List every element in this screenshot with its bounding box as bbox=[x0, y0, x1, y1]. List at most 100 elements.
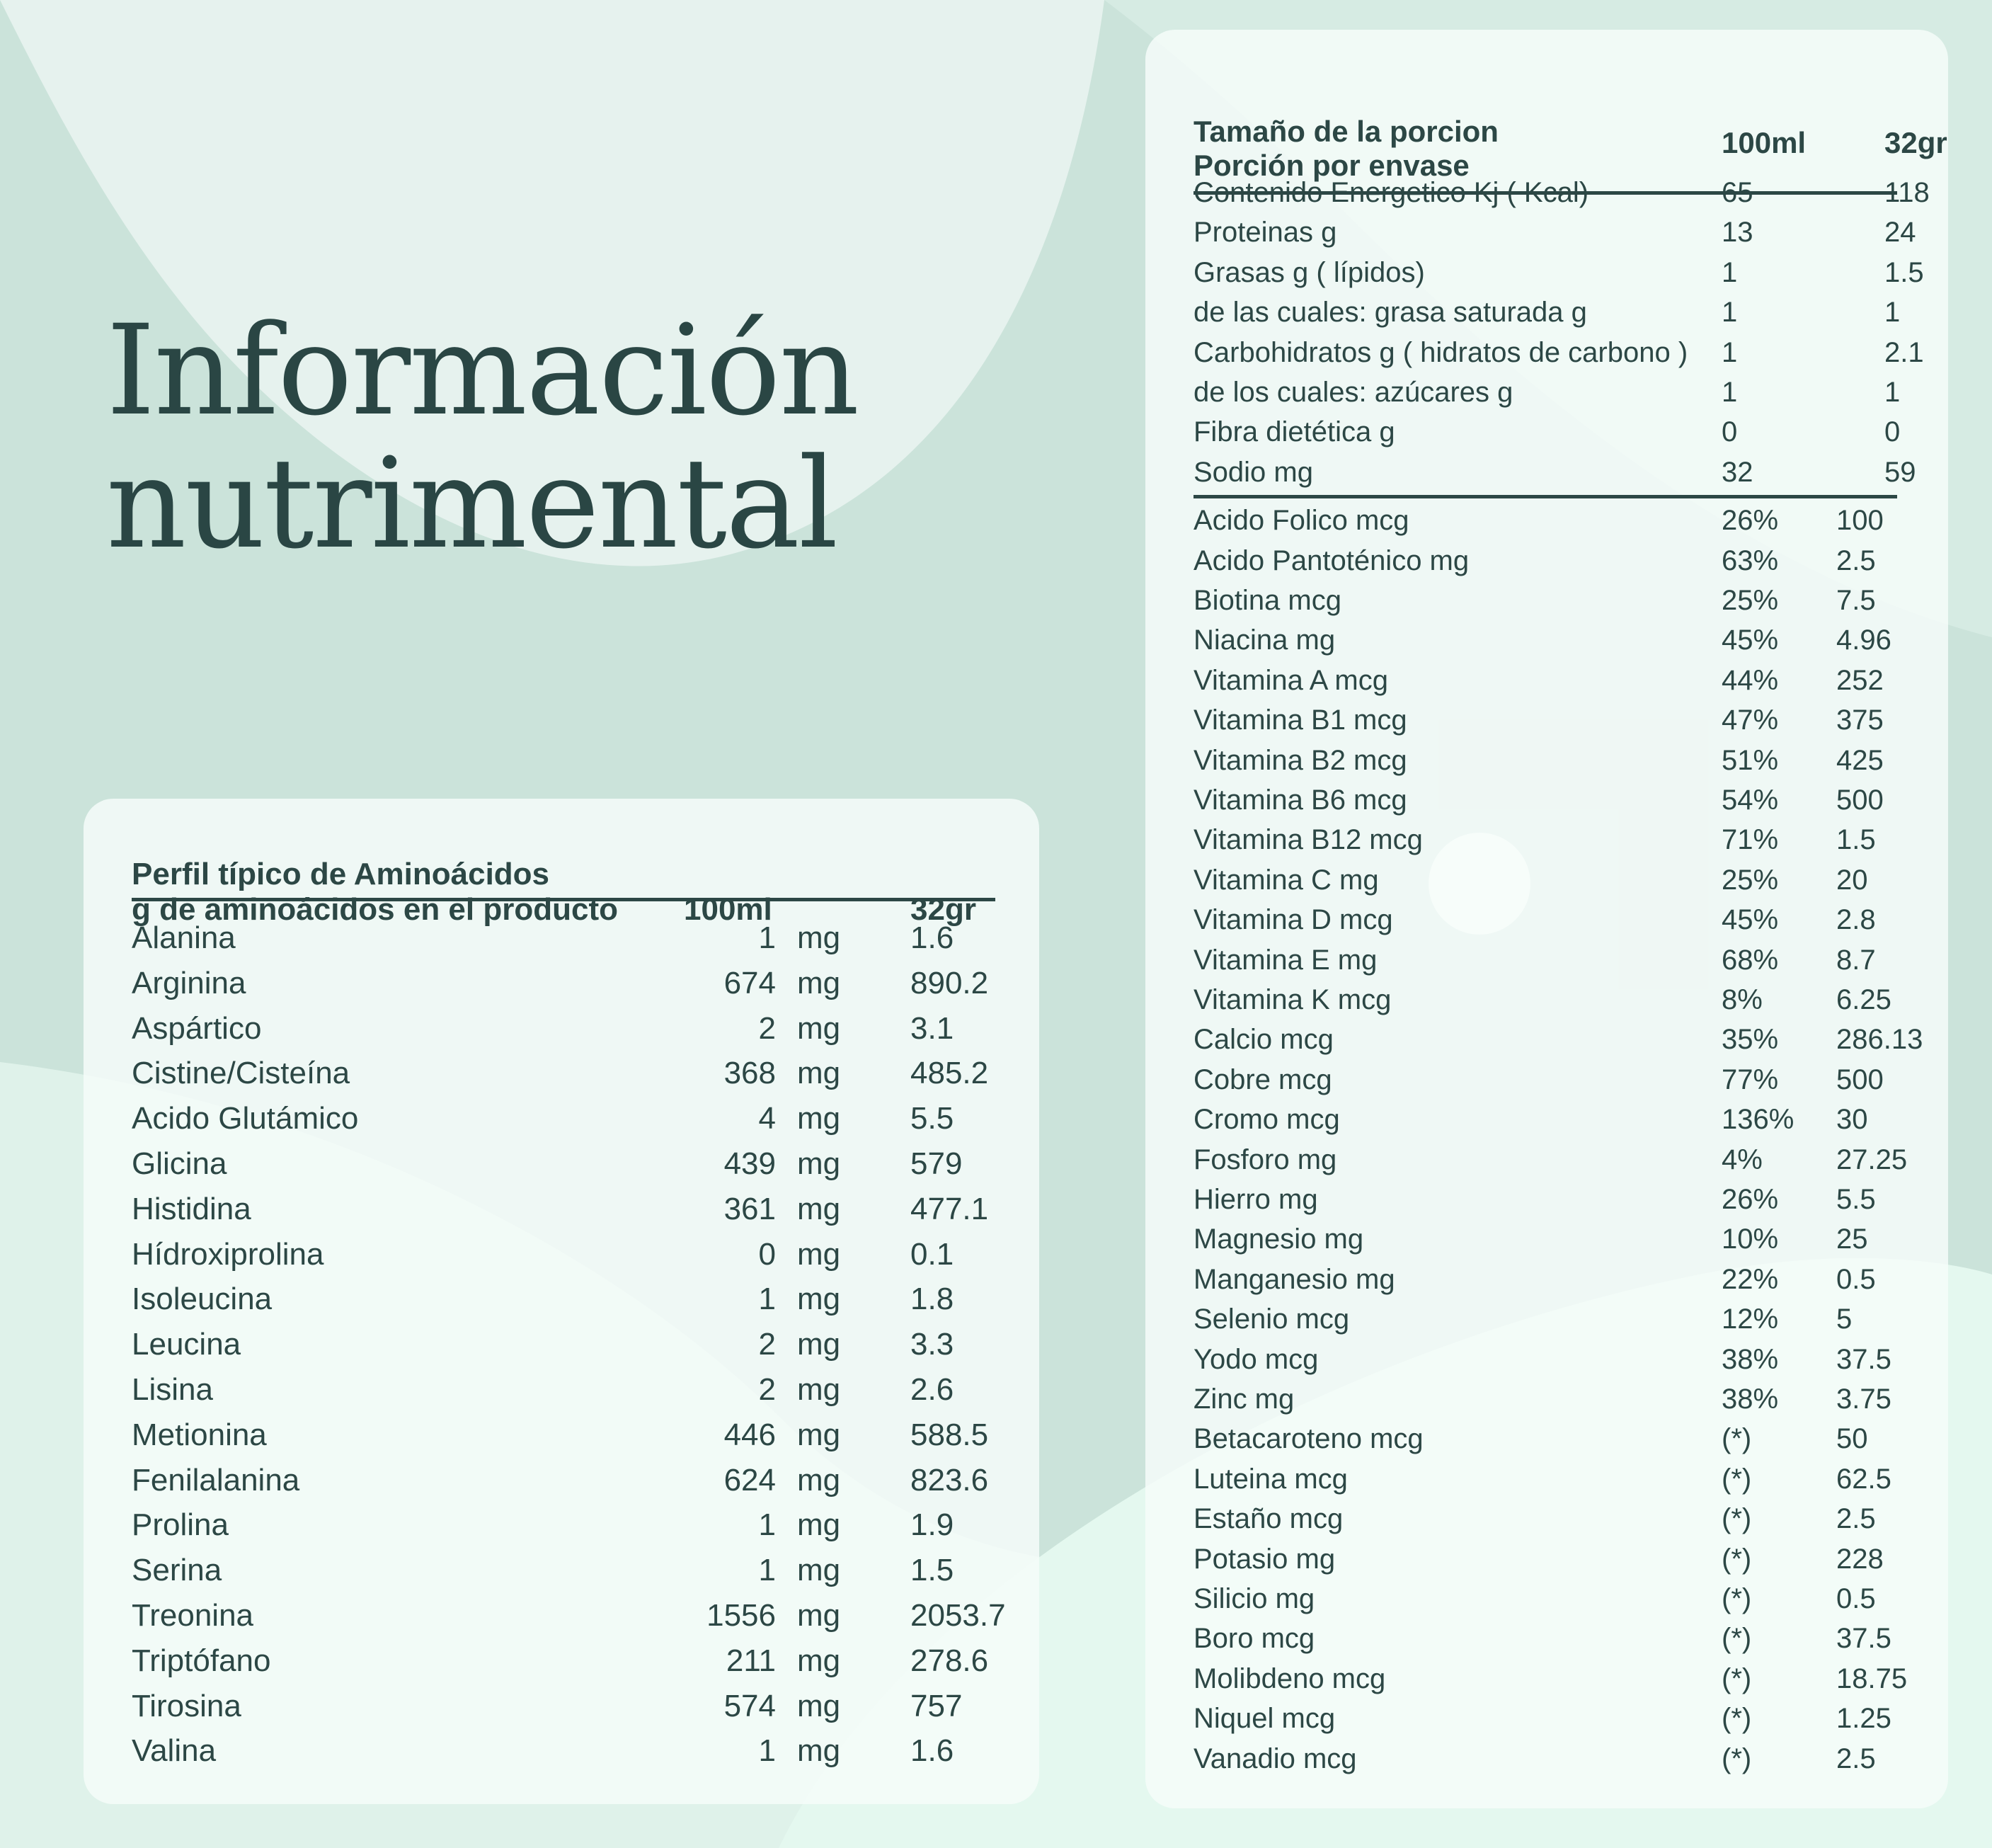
amino-name: Acido Glutámico bbox=[132, 1101, 359, 1136]
nutrient-value-32gr: 4.96 bbox=[1836, 624, 1891, 656]
nutrition-row: Silicio mg (*) 0.5 bbox=[1194, 1579, 1930, 1619]
amino-row: Leucina 2 mg 3.3 bbox=[132, 1322, 1002, 1367]
nutrient-name: Vitamina B6 mcg bbox=[1194, 785, 1407, 816]
nutrient-value-32gr: 1.25 bbox=[1836, 1703, 1891, 1735]
nutrition-row: Vitamina C mg 25% 20 bbox=[1194, 860, 1930, 900]
amino-row: Fenilalanina 624 mg 823.6 bbox=[132, 1458, 1002, 1503]
nutrition-row: Estaño mcg (*) 2.5 bbox=[1194, 1499, 1930, 1539]
nutrition-row: Potasio mg (*) 228 bbox=[1194, 1539, 1930, 1579]
amino-unit: mg bbox=[797, 1327, 841, 1362]
nutrient-name: Potasio mg bbox=[1194, 1543, 1336, 1575]
nutrition-row: Vitamina A mcg 44% 252 bbox=[1194, 661, 1930, 700]
nutrient-name: Fosforo mg bbox=[1194, 1143, 1337, 1175]
amino-value-100ml: 1 bbox=[758, 1507, 776, 1543]
nutrient-value-32gr: 7.5 bbox=[1836, 585, 1876, 616]
nutrient-value-32gr: 0 bbox=[1884, 416, 1901, 448]
nutrient-value-32gr: 0.5 bbox=[1836, 1583, 1876, 1614]
amino-row: Cistine/Cisteína 368 mg 485.2 bbox=[132, 1051, 1002, 1096]
amino-table-header: Perfil típico de Aminoácidos g de aminoá… bbox=[132, 827, 995, 927]
nutrient-value-100ml: 68% bbox=[1722, 944, 1779, 976]
nutrient-value-32gr: 5.5 bbox=[1836, 1184, 1876, 1215]
amino-row: Prolina 1 mg 1.9 bbox=[132, 1502, 1002, 1548]
nutrient-name: Calcio mcg bbox=[1194, 1024, 1334, 1056]
amino-value-100ml: 574 bbox=[723, 1688, 776, 1723]
page-title: Información nutrimental bbox=[106, 304, 859, 576]
nutrient-value-100ml: 10% bbox=[1722, 1224, 1779, 1255]
nutrition-row: Magnesio mg 10% 25 bbox=[1194, 1219, 1930, 1259]
amino-unit: mg bbox=[797, 1146, 841, 1181]
amino-value-100ml: 361 bbox=[723, 1191, 776, 1226]
amino-value-32gr: 1.6 bbox=[910, 920, 954, 955]
nutrition-row: Betacaroteno mcg (*) 50 bbox=[1194, 1419, 1930, 1459]
amino-unit: mg bbox=[797, 1236, 841, 1272]
nutrient-value-32gr: 0.5 bbox=[1836, 1263, 1876, 1295]
nutrition-divider bbox=[1194, 495, 1897, 499]
amino-col-100ml: 100ml bbox=[684, 892, 772, 927]
nutrient-value-100ml: (*) bbox=[1722, 1583, 1752, 1614]
nutrition-row: Sodio mg 32 59 bbox=[1194, 452, 1930, 492]
amino-name: Histidina bbox=[132, 1191, 251, 1226]
amino-value-32gr: 757 bbox=[910, 1688, 963, 1723]
nutrient-name: Luteina mcg bbox=[1194, 1463, 1348, 1495]
nutrient-value-32gr: 1 bbox=[1884, 377, 1901, 408]
nutrient-name: Hierro mg bbox=[1194, 1184, 1318, 1215]
nutrient-value-32gr: 425 bbox=[1836, 744, 1884, 776]
nutrient-name: de los cuales: azúcares g bbox=[1194, 377, 1513, 408]
amino-heading-1: Perfil típico de Aminoácidos bbox=[132, 857, 550, 891]
amino-name: Alanina bbox=[132, 920, 236, 955]
nutrition-row: Yodo mcg 38% 37.5 bbox=[1194, 1340, 1930, 1379]
amino-name: Aspártico bbox=[132, 1010, 262, 1046]
nutrient-value-100ml: 71% bbox=[1722, 824, 1779, 856]
nutrient-value-100ml: (*) bbox=[1722, 1543, 1752, 1575]
nutrition-row: Vanadio mcg (*) 2.5 bbox=[1194, 1739, 1930, 1779]
title-line-2: nutrimental bbox=[106, 431, 838, 576]
nutrient-value-100ml: 38% bbox=[1722, 1343, 1779, 1375]
nutrient-value-100ml: 22% bbox=[1722, 1263, 1779, 1295]
amino-unit: mg bbox=[797, 1282, 841, 1317]
nutrient-value-100ml: (*) bbox=[1722, 1463, 1752, 1495]
nutrient-name: Estaño mcg bbox=[1194, 1503, 1344, 1535]
nutrient-value-32gr: 2.5 bbox=[1836, 1503, 1876, 1535]
nutrient-name: Vitamina C mg bbox=[1194, 864, 1379, 896]
amino-value-32gr: 0.1 bbox=[910, 1236, 954, 1272]
nutrient-name: Molibdeno mcg bbox=[1194, 1662, 1386, 1694]
nutrient-value-100ml: 32 bbox=[1722, 456, 1753, 488]
nutrition-row: Niquel mcg (*) 1.25 bbox=[1194, 1699, 1930, 1738]
nutrition-row: Vitamina D mcg 45% 2.8 bbox=[1194, 900, 1930, 940]
nutrient-name: Niquel mcg bbox=[1194, 1703, 1336, 1735]
amino-value-100ml: 624 bbox=[723, 1462, 776, 1498]
nutrient-value-32gr: 252 bbox=[1836, 664, 1884, 696]
nutrient-value-32gr: 27.25 bbox=[1836, 1143, 1908, 1175]
nutrient-name: Vitamina K mcg bbox=[1194, 984, 1392, 1015]
nutrient-value-100ml: 63% bbox=[1722, 544, 1779, 576]
nutrient-value-32gr: 37.5 bbox=[1836, 1623, 1891, 1655]
amino-value-100ml: 0 bbox=[758, 1236, 776, 1272]
amino-value-32gr: 1.5 bbox=[910, 1553, 954, 1588]
amino-value-32gr: 2053.7 bbox=[910, 1598, 1006, 1633]
nutrition-row: Fibra dietética g 0 0 bbox=[1194, 412, 1930, 452]
amino-value-100ml: 1 bbox=[758, 1733, 776, 1769]
nutrition-table-header: Tamaño de la porcion Porción por envase … bbox=[1194, 86, 1947, 195]
nutrient-value-100ml: 1 bbox=[1722, 336, 1738, 368]
amino-unit: mg bbox=[797, 1417, 841, 1452]
amino-row: Lisina 2 mg 2.6 bbox=[132, 1367, 1002, 1413]
nutrient-value-32gr: 50 bbox=[1836, 1423, 1868, 1455]
nutrient-value-100ml: 4% bbox=[1722, 1143, 1763, 1175]
amino-name: Fenilalanina bbox=[132, 1462, 300, 1498]
amino-unit: mg bbox=[797, 1507, 841, 1543]
amino-value-32gr: 2.6 bbox=[910, 1372, 954, 1407]
amino-unit: mg bbox=[797, 1733, 841, 1769]
nutrition-row: Grasas g ( lípidos) 1 1.5 bbox=[1194, 253, 1930, 292]
nutrient-name: Vanadio mcg bbox=[1194, 1743, 1357, 1774]
nutrient-value-100ml: 38% bbox=[1722, 1384, 1779, 1415]
nutrition-col-32gr: 32gr bbox=[1884, 126, 1947, 159]
nutrient-name: Grasas g ( lípidos) bbox=[1194, 256, 1425, 288]
nutrient-name: Acido Pantoténico mg bbox=[1194, 544, 1470, 576]
nutrient-name: Betacaroteno mcg bbox=[1194, 1423, 1424, 1455]
amino-row: Triptófano 211 mg 278.6 bbox=[132, 1638, 1002, 1684]
nutrient-value-32gr: 286.13 bbox=[1836, 1024, 1923, 1056]
nutrient-name: Niacina mg bbox=[1194, 624, 1336, 656]
amino-name: Serina bbox=[132, 1553, 222, 1588]
nutrient-value-100ml: 26% bbox=[1722, 505, 1779, 537]
nutrient-value-32gr: 500 bbox=[1836, 785, 1884, 816]
